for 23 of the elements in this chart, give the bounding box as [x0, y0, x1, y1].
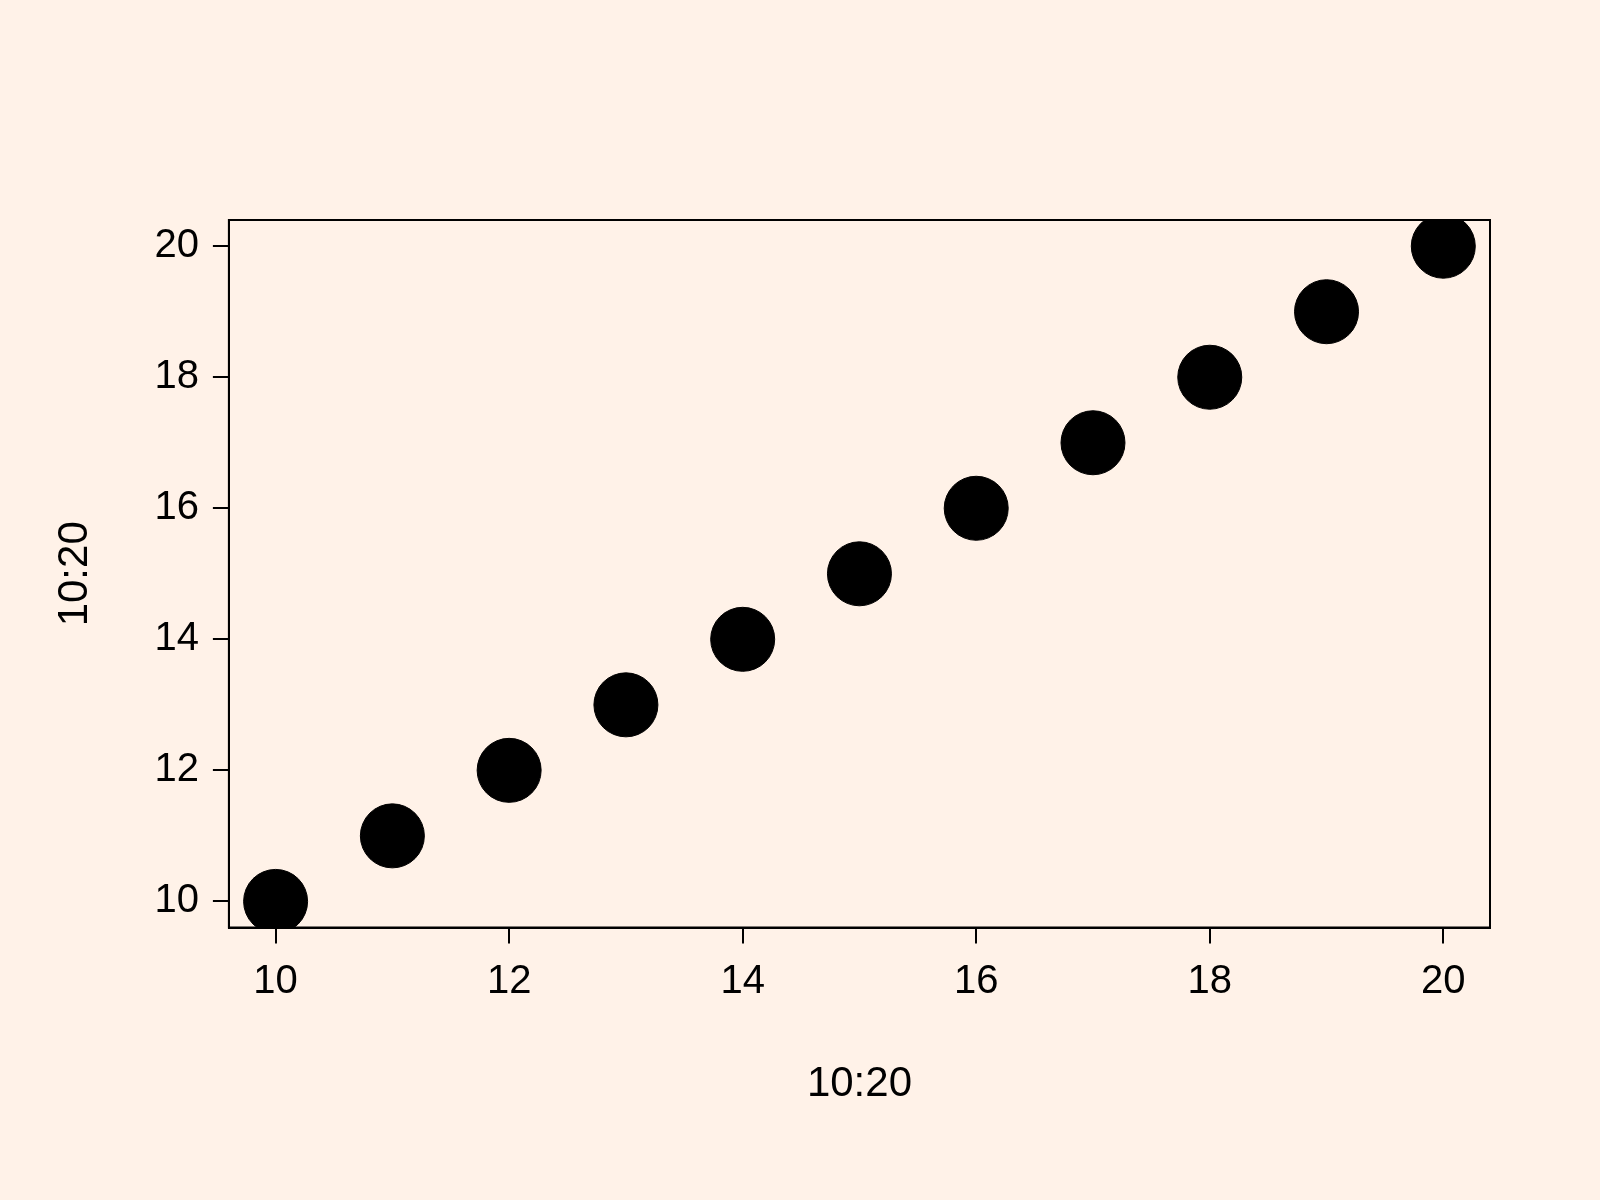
- x-axis-title: 10:20: [806, 1058, 912, 1106]
- point: [593, 672, 659, 738]
- x-tick-label: 14: [720, 956, 765, 1001]
- point: [1294, 279, 1360, 345]
- point: [1177, 344, 1243, 410]
- y-axis-title: 10:20: [48, 521, 96, 627]
- point: [476, 737, 542, 803]
- x-tick-label: 10: [253, 956, 298, 1001]
- x-tick-label: 12: [486, 956, 532, 1001]
- point: [943, 475, 1009, 541]
- point: [826, 541, 892, 607]
- point: [359, 803, 425, 869]
- y-tick-label: 14: [154, 614, 199, 659]
- point: [1060, 410, 1126, 476]
- y-tick-label: 18: [154, 352, 199, 397]
- point: [710, 606, 776, 672]
- y-tick-label: 10: [154, 876, 199, 921]
- x-tick-label: 18: [1187, 956, 1232, 1001]
- x-tick-label: 20: [1421, 956, 1466, 1001]
- x-tick-label: 16: [953, 956, 999, 1001]
- y-tick-label: 20: [154, 221, 199, 266]
- y-tick-label: 16: [154, 483, 199, 528]
- y-tick-label: 12: [154, 745, 199, 790]
